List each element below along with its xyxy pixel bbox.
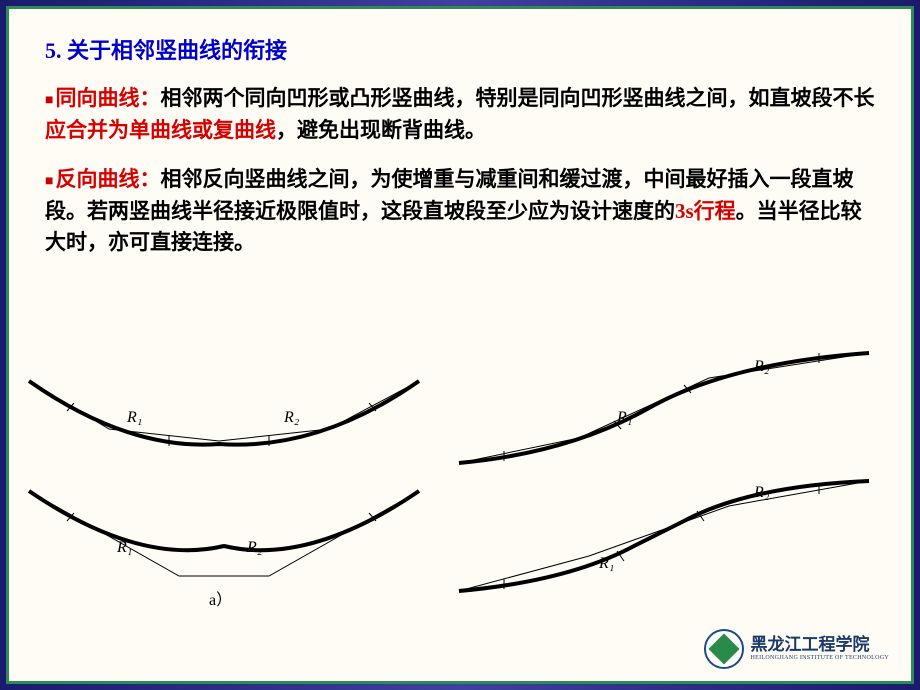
logo-cn: 黑龙江工程学院 [750,636,889,655]
label-r2-rt: R₂ [754,358,769,376]
label-a: a） [209,586,232,610]
section-heading: 5. 关于相邻竖曲线的衔接 [45,33,875,65]
p1-highlight: 应合并为单曲线或复曲线 [45,118,276,142]
bullet-icon: ■ [45,174,53,189]
curve-diagrams: R₁ R₂ R₁ R₂ a） R₁ R₂ [9,361,911,621]
label-r2-lt: R₂ [284,409,299,427]
diagram-right-bottom [449,466,889,606]
p1-text-1: 相邻两个同向凹形或凸形竖曲线，特别是同向凹形竖曲线之间，如直坡段不长 [160,86,874,110]
label-r1-lt: R₁ [127,409,142,427]
institution-logo: 黑龙江工程学院 HEILONGJIANG INSTITUTE OF TECHNO… [704,629,889,669]
p2-highlight: 3s行程 [675,199,736,223]
p1-text-2: ，避免出现断背曲线。 [276,118,486,142]
label-r2-rb: R₂ [754,484,769,502]
logo-badge-icon [704,629,744,669]
logo-en: HEILONGJIANG INSTITUTE OF TECHNOLOGY [750,655,889,662]
lead-term-1: 同向曲线： [55,86,160,110]
diagram-left-top [19,361,439,471]
label-r1-rt: R₁ [617,409,632,427]
paragraph-same-direction: ■同向曲线：相邻两个同向凹形或凸形竖曲线，特别是同向凹形竖曲线之间，如直坡段不长… [45,83,875,146]
label-r2-lb: R₂ [247,539,262,557]
lead-term-2: 反向曲线： [55,167,160,191]
diagram-right-top [449,343,889,473]
logo-text: 黑龙江工程学院 HEILONGJIANG INSTITUTE OF TECHNO… [750,636,889,661]
diagram-left-bottom [19,471,439,601]
label-r1-rb: R₁ [599,555,614,573]
paragraph-reverse-direction: ■反向曲线：相邻反向竖曲线之间，为使增重与减重间和缓过渡，中间最好插入一段直坡段… [45,164,875,259]
slide-content: 5. 关于相邻竖曲线的衔接 ■同向曲线：相邻两个同向凹形或凸形竖曲线，特别是同向… [6,6,914,684]
label-r1-lb: R₁ [117,539,132,557]
bullet-icon: ■ [45,93,53,108]
